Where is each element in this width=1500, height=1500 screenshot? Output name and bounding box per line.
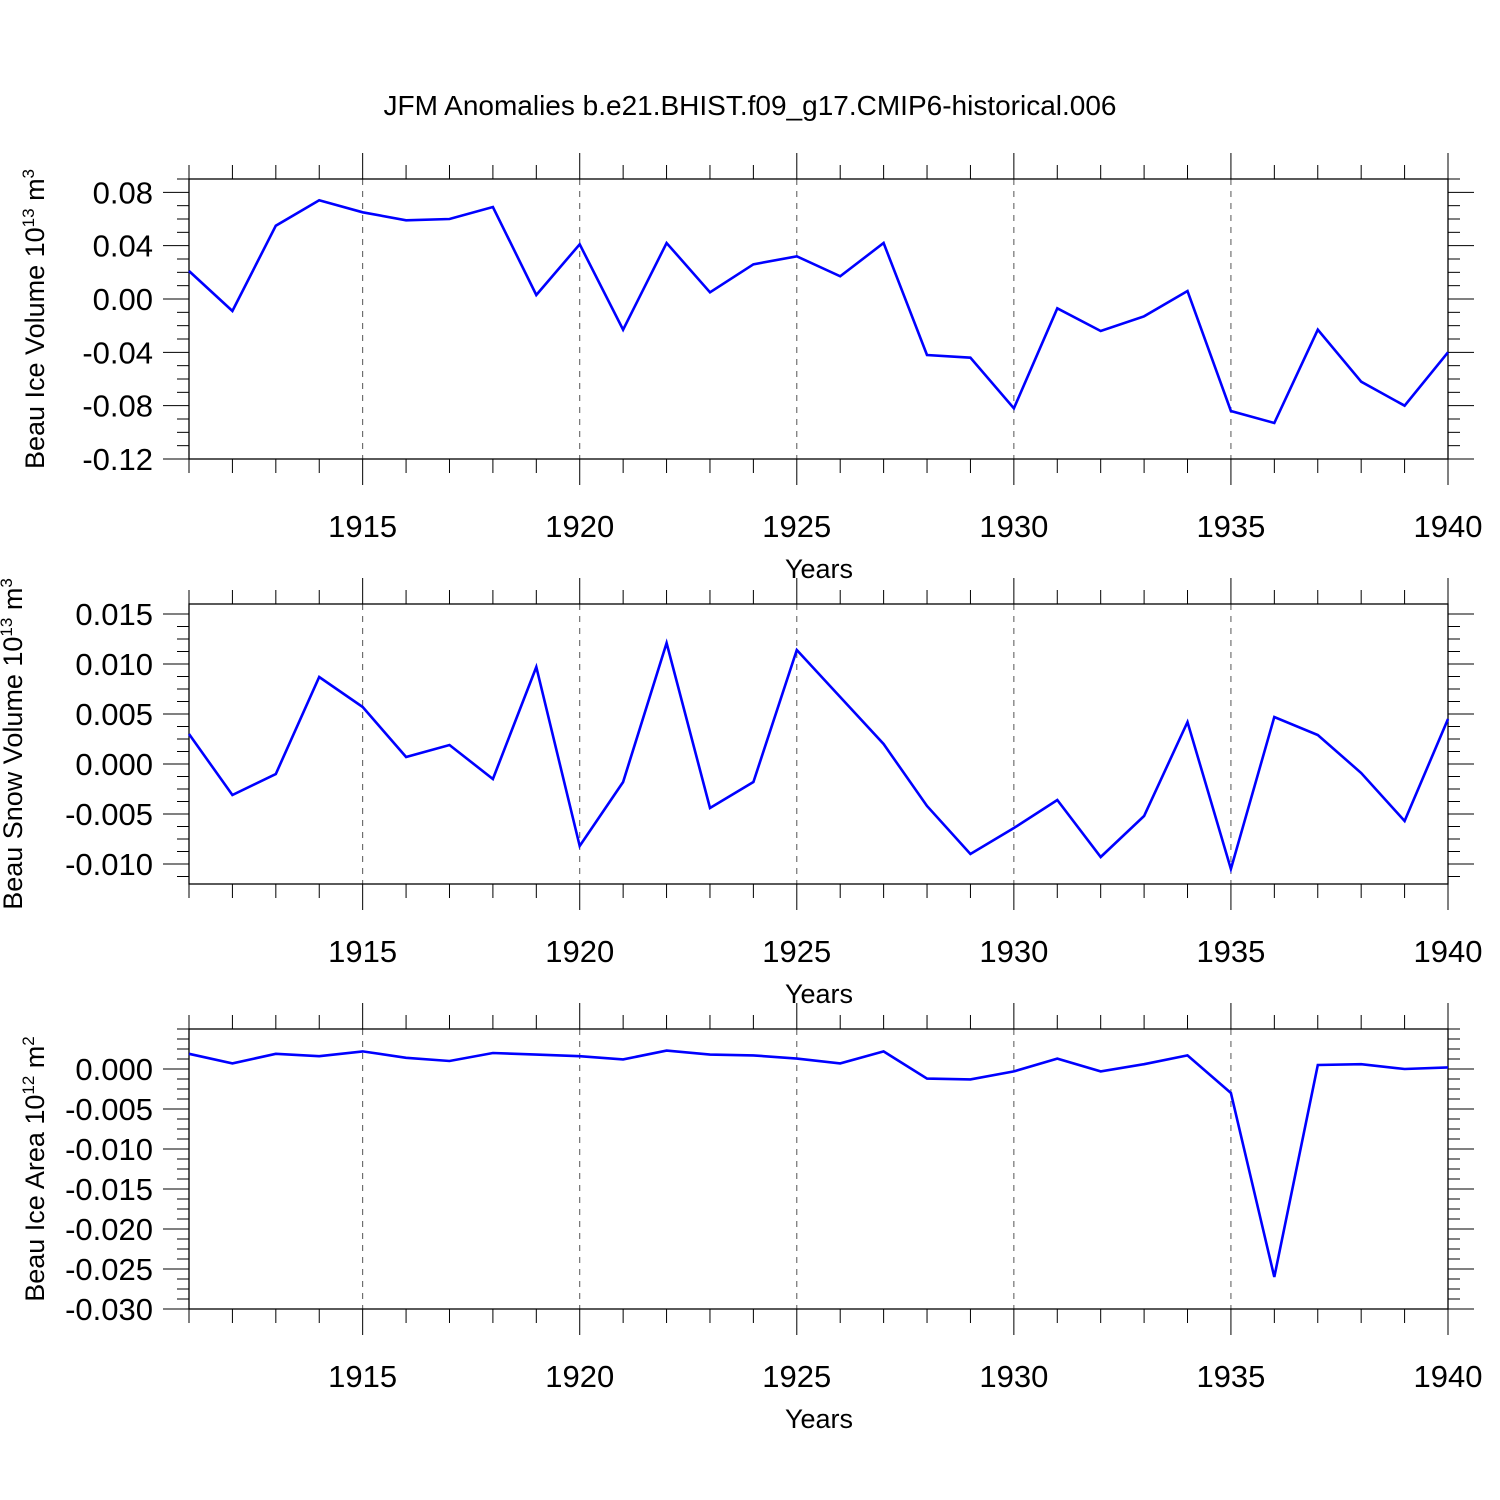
plot-frame (188, 178, 1449, 460)
y-axis-label: Beau Ice Volume 1013 m3 (19, 169, 50, 469)
x-tick-label: 1920 (545, 1359, 614, 1394)
y-tick-label: 0.00 (93, 282, 153, 317)
x-tick-label: 1930 (979, 509, 1048, 544)
x-tick-label: 1920 (545, 509, 614, 544)
figure-title: JFM Anomalies b.e21.BHIST.f09_g17.CMIP6-… (383, 90, 1116, 121)
x-tick-label: 1940 (1414, 509, 1483, 544)
y-tick-label: 0.010 (75, 647, 153, 682)
plot-frame (188, 603, 1449, 885)
x-axis-label: Years (785, 554, 853, 584)
series-line-1 (187, 638, 1450, 874)
x-tick-label: 1925 (762, 509, 831, 544)
x-tick-label: 1940 (1414, 1359, 1483, 1394)
x-tick-label: 1915 (328, 934, 397, 969)
y-tick-label: 0.000 (75, 747, 153, 782)
x-tick-label: 1915 (328, 1359, 397, 1394)
y-tick-label: -0.12 (82, 442, 153, 477)
x-tick-label: 1920 (545, 934, 614, 969)
x-tick-label: 1940 (1414, 934, 1483, 969)
y-tick-label: 0.005 (75, 697, 153, 732)
y-tick-label: -0.08 (82, 389, 153, 424)
y-tick-label: -0.015 (65, 1172, 153, 1207)
y-tick-label: -0.010 (65, 1132, 153, 1167)
y-tick-label: -0.005 (65, 797, 153, 832)
y-tick-label: -0.025 (65, 1252, 153, 1287)
x-tick-label: 1930 (979, 1359, 1048, 1394)
panels: -0.12 -0.08 -0.04 0.00 0.04 0.08 1915 1920 1925 1… (0, 153, 1482, 1434)
series-line-1 (188, 1049, 1449, 1278)
x-axis-label: Years (785, 979, 853, 1009)
x-tick-label: 1935 (1196, 934, 1265, 969)
plot-frame (188, 1028, 1449, 1310)
y-tick-label: 0.08 (93, 175, 153, 210)
y-tick-label: 0.000 (75, 1052, 153, 1087)
y-tick-label: -0.010 (65, 847, 153, 882)
x-tick-label: 1925 (762, 934, 831, 969)
x-tick-label: 1925 (762, 1359, 831, 1394)
series-line-1 (188, 198, 1450, 425)
x-tick-label: 1935 (1196, 1359, 1265, 1394)
y-tick-label: -0.005 (65, 1092, 153, 1127)
y-axis-label: Beau Snow Volume 1013 m3 (0, 578, 28, 910)
x-axis-label: Years (785, 1404, 853, 1434)
y-axis-label: Beau Ice Area 1012 m2 (19, 1036, 50, 1302)
x-tick-label: 1935 (1196, 509, 1265, 544)
x-tick-label: 1915 (328, 509, 397, 544)
panel-3: -0.030 -0.025 -0.020 -0.015 -0.010 -0.005 0.00… (19, 1003, 1482, 1434)
y-tick-label: -0.030 (65, 1292, 153, 1327)
y-tick-label: -0.04 (82, 335, 153, 370)
y-tick-label: 0.015 (75, 597, 153, 632)
y-tick-label: -0.020 (65, 1212, 153, 1247)
panel-1: -0.12 -0.08 -0.04 0.00 0.04 0.08 1915 1920 1925 1… (19, 153, 1482, 584)
y-tick-label: 0.04 (93, 229, 153, 264)
x-tick-label: 1930 (979, 934, 1048, 969)
panel-2: -0.010 -0.005 0.000 0.005 0.010 0.015 1915 1920… (0, 578, 1482, 1009)
